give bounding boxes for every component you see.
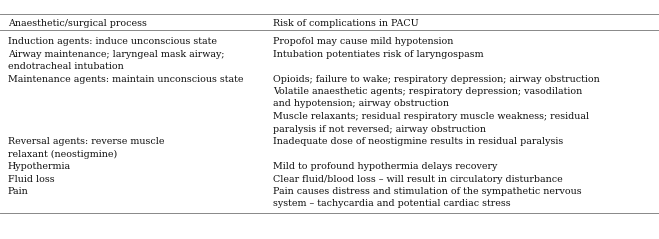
Text: relaxant (neostigmine): relaxant (neostigmine) (8, 150, 117, 159)
Text: Reversal agents: reverse muscle: Reversal agents: reverse muscle (8, 137, 164, 146)
Text: paralysis if not reversed; airway obstruction: paralysis if not reversed; airway obstru… (273, 125, 486, 134)
Text: Pain causes distress and stimulation of the sympathetic nervous: Pain causes distress and stimulation of … (273, 187, 582, 196)
Text: Airway maintenance; laryngeal mask airway;: Airway maintenance; laryngeal mask airwa… (8, 49, 225, 59)
Text: Intubation potentiates risk of laryngospasm: Intubation potentiates risk of laryngosp… (273, 49, 484, 59)
Text: Opioids; failure to wake; respiratory depression; airway obstruction: Opioids; failure to wake; respiratory de… (273, 75, 600, 83)
Text: Muscle relaxants; residual respiratory muscle weakness; residual: Muscle relaxants; residual respiratory m… (273, 112, 590, 121)
Text: Fluid loss: Fluid loss (8, 174, 55, 184)
Text: system – tachycardia and potential cardiac stress: system – tachycardia and potential cardi… (273, 200, 511, 208)
Text: and hypotension; airway obstruction: and hypotension; airway obstruction (273, 99, 449, 109)
Text: Inadequate dose of neostigmine results in residual paralysis: Inadequate dose of neostigmine results i… (273, 137, 563, 146)
Text: Pain: Pain (8, 187, 28, 196)
Text: Mild to profound hypothermia delays recovery: Mild to profound hypothermia delays reco… (273, 162, 498, 171)
Text: Hypothermia: Hypothermia (8, 162, 71, 171)
Text: Propofol may cause mild hypotension: Propofol may cause mild hypotension (273, 37, 454, 46)
Text: Maintenance agents: maintain unconscious state: Maintenance agents: maintain unconscious… (8, 75, 243, 83)
Text: Volatile anaesthetic agents; respiratory depression; vasodilation: Volatile anaesthetic agents; respiratory… (273, 87, 583, 96)
Text: endotracheal intubation: endotracheal intubation (8, 62, 124, 71)
Text: Induction agents: induce unconscious state: Induction agents: induce unconscious sta… (8, 37, 217, 46)
Text: Anaesthetic/surgical process: Anaesthetic/surgical process (8, 19, 147, 28)
Text: Risk of complications in PACU: Risk of complications in PACU (273, 19, 419, 28)
Text: Clear fluid/blood loss – will result in circulatory disturbance: Clear fluid/blood loss – will result in … (273, 174, 563, 184)
